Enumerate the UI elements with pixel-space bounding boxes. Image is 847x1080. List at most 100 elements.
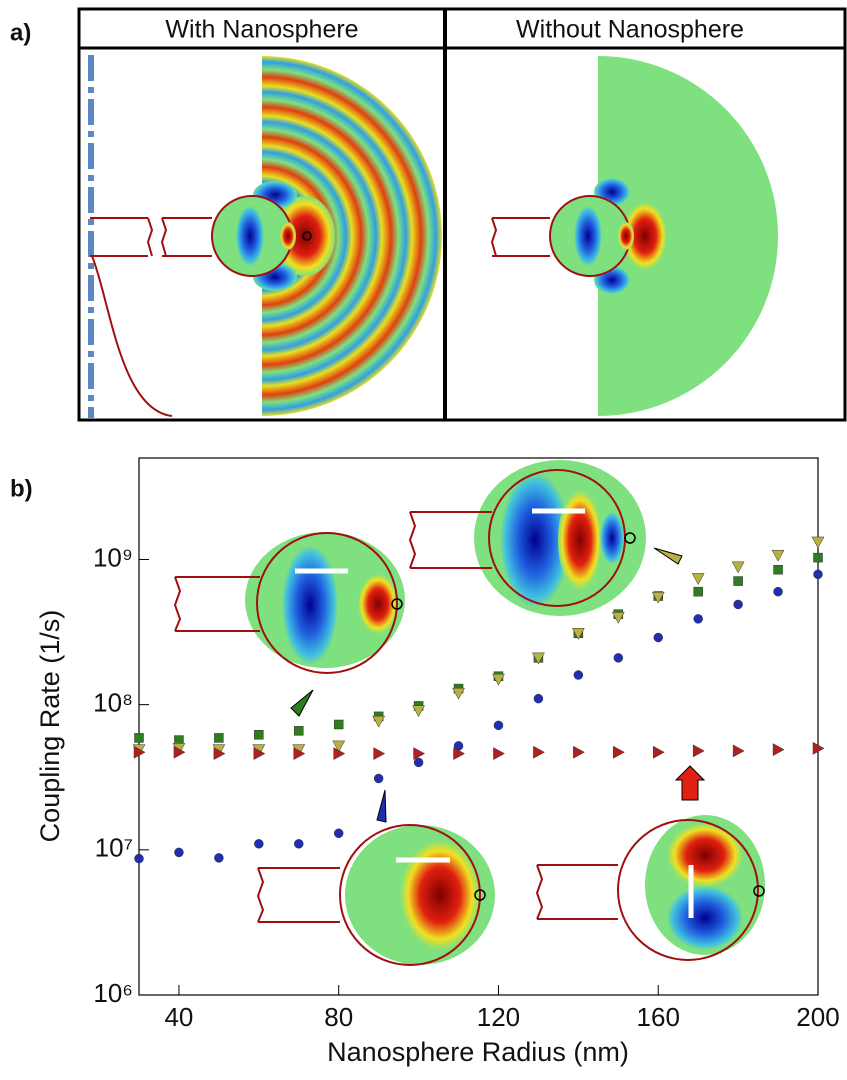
data-point xyxy=(373,747,386,761)
data-point xyxy=(493,720,504,731)
y-tick-label: 10⁶ xyxy=(93,978,133,1008)
data-point xyxy=(452,687,465,700)
inset-waveguide xyxy=(256,867,340,923)
field-mode xyxy=(236,206,264,266)
data-point xyxy=(493,747,505,761)
x-tick-label: 80 xyxy=(324,1002,353,1032)
inset-nanosphere xyxy=(753,885,765,897)
data-point xyxy=(213,747,226,761)
field-map xyxy=(262,56,442,416)
field-mode xyxy=(574,206,602,266)
data-point xyxy=(733,576,743,586)
data-point xyxy=(773,586,783,597)
data-point xyxy=(174,847,184,858)
inset-waveguide xyxy=(173,576,260,632)
data-point xyxy=(611,611,625,624)
header: With Nanosphere xyxy=(165,16,358,44)
data-point xyxy=(332,740,346,753)
inset-waveguide xyxy=(535,864,618,920)
data-point xyxy=(214,733,224,743)
data-point xyxy=(294,726,304,736)
inset-sphere xyxy=(617,819,759,961)
data-point xyxy=(691,573,705,585)
data-point xyxy=(652,745,665,759)
data-point xyxy=(254,730,264,740)
data-point xyxy=(813,552,823,563)
inset-nanosphere xyxy=(474,889,486,901)
data-point xyxy=(453,747,466,761)
data-point xyxy=(533,693,544,704)
waveguide xyxy=(490,217,550,257)
data-point xyxy=(214,853,224,863)
data-point xyxy=(812,741,825,755)
inset-field xyxy=(358,574,398,634)
data-point xyxy=(811,536,825,549)
inset-field xyxy=(558,490,602,590)
inset xyxy=(256,789,495,966)
data-point xyxy=(373,773,384,784)
inset-waveguide xyxy=(408,511,492,569)
data-point xyxy=(413,757,424,768)
x-tick-label: 200 xyxy=(796,1002,839,1032)
data-point xyxy=(771,549,785,562)
frame xyxy=(77,7,847,422)
data-point xyxy=(573,670,584,680)
plot-frame xyxy=(138,457,819,996)
y-tick-label: 10⁸ xyxy=(93,688,133,718)
data-point xyxy=(293,747,306,761)
inset xyxy=(408,460,683,616)
field-map xyxy=(598,56,778,416)
header: Without Nanosphere xyxy=(516,16,744,44)
x-tick-label: 120 xyxy=(477,1002,520,1032)
data-point xyxy=(613,653,624,663)
nanosphere xyxy=(302,231,312,241)
inset-nanosphere xyxy=(624,532,636,544)
data-point xyxy=(492,673,505,686)
y-tick-label: 10⁹ xyxy=(93,542,133,572)
data-point xyxy=(731,561,745,574)
arrow xyxy=(376,789,387,823)
inset xyxy=(173,532,405,717)
data-point xyxy=(333,828,344,839)
x-tick-label: 40 xyxy=(164,1002,193,1032)
arrow xyxy=(290,689,314,717)
x-axis-title: Nanosphere Radius (nm) xyxy=(327,1037,629,1067)
data-point xyxy=(253,747,266,761)
inset xyxy=(535,765,765,961)
data-point xyxy=(573,745,585,759)
field-hotspot xyxy=(623,202,667,270)
data-point xyxy=(772,743,785,757)
panel-b: b) Nanosphere Radius (nm) Coupling Rate … xyxy=(10,457,840,1067)
data-point xyxy=(333,747,346,761)
inset-field xyxy=(600,512,624,564)
inset-field xyxy=(667,823,743,887)
data-point xyxy=(773,564,783,575)
data-point xyxy=(692,744,705,758)
inset-field xyxy=(282,545,338,665)
data-point xyxy=(531,652,545,665)
data-point xyxy=(412,705,426,718)
inset-sphere xyxy=(256,532,398,674)
data-point xyxy=(333,719,344,730)
data-point xyxy=(133,745,146,759)
data-point xyxy=(693,614,703,624)
data-point xyxy=(413,747,426,761)
arrow xyxy=(653,547,683,565)
panel-label: b) xyxy=(10,475,33,502)
data-point xyxy=(134,733,144,743)
y-axis-title: Coupling Rate (1/s) xyxy=(35,610,65,843)
data-point xyxy=(173,745,186,759)
data-point xyxy=(372,715,386,728)
field-hotspot xyxy=(275,196,335,276)
data-point xyxy=(533,745,545,759)
data-point xyxy=(693,586,703,597)
y-tick-label: 10⁷ xyxy=(95,833,133,863)
panel-label: a) xyxy=(10,19,31,46)
data-point xyxy=(733,599,743,610)
data-point xyxy=(294,839,304,849)
x-tick-label: 160 xyxy=(637,1002,680,1032)
data-point xyxy=(732,744,745,758)
field-mode xyxy=(618,222,634,250)
inset-field xyxy=(400,840,480,950)
